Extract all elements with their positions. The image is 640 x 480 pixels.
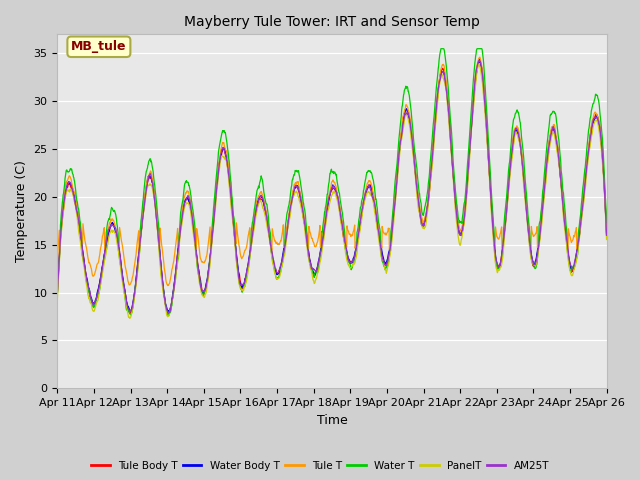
- Y-axis label: Temperature (C): Temperature (C): [15, 160, 28, 262]
- X-axis label: Time: Time: [317, 414, 348, 427]
- Legend: Tule Body T, Water Body T, Tule T, Water T, PanelT, AM25T: Tule Body T, Water Body T, Tule T, Water…: [86, 456, 554, 475]
- Title: Mayberry Tule Tower: IRT and Sensor Temp: Mayberry Tule Tower: IRT and Sensor Temp: [184, 15, 480, 29]
- Text: MB_tule: MB_tule: [71, 40, 127, 53]
